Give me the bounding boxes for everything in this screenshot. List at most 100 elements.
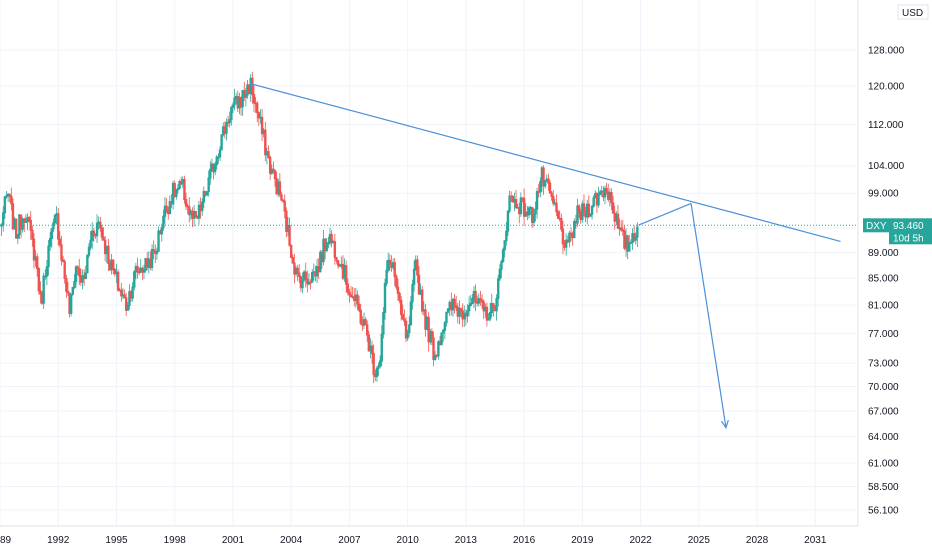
candle-body-152 bbox=[244, 94, 248, 98]
candle-body-48 bbox=[76, 266, 79, 270]
symbol-badge-bg bbox=[863, 218, 889, 233]
candle-body-370 bbox=[597, 193, 600, 206]
candle-body-6 bbox=[8, 193, 11, 197]
candle-body-205 bbox=[330, 233, 333, 244]
candle-body-180 bbox=[289, 244, 293, 259]
candle-body-303 bbox=[488, 312, 492, 320]
y-tick-label-14: 61.000 bbox=[868, 459, 899, 470]
candle-body-63 bbox=[100, 227, 104, 238]
candle-body-289 bbox=[466, 310, 469, 317]
candle-body-136 bbox=[218, 149, 222, 158]
candle-body-97 bbox=[155, 250, 159, 255]
candle-body-128 bbox=[205, 191, 209, 196]
candle-body-297 bbox=[479, 298, 482, 301]
candle-body-379 bbox=[611, 202, 615, 214]
candle-body-332 bbox=[535, 191, 539, 210]
x-tick-label-8: 2013 bbox=[455, 535, 478, 546]
y-tick-label-4: 99.000 bbox=[868, 189, 899, 200]
candle-body-281 bbox=[453, 298, 456, 307]
projection-rise-line[interactable] bbox=[638, 202, 692, 226]
y-tick-label-13: 64.000 bbox=[868, 432, 899, 443]
candle-body-238 bbox=[383, 282, 387, 313]
candle-body-337 bbox=[543, 180, 547, 187]
candle-body-30 bbox=[47, 245, 50, 268]
candle-body-384 bbox=[619, 227, 623, 231]
y-tick-label-8: 81.000 bbox=[868, 301, 899, 312]
y-tick-label-16: 56.100 bbox=[868, 505, 899, 516]
candle-body-330 bbox=[532, 213, 536, 223]
candle-body-23 bbox=[36, 256, 39, 270]
candle-body-143 bbox=[230, 106, 233, 121]
candle-body-358 bbox=[577, 205, 581, 213]
candle-body-344 bbox=[555, 202, 558, 213]
candle-body-251 bbox=[404, 320, 408, 339]
candle-body-304 bbox=[490, 303, 493, 314]
candle-body-385 bbox=[621, 229, 624, 232]
candle-body-134 bbox=[215, 156, 218, 166]
candle-body-18 bbox=[27, 217, 31, 221]
candle-body-60 bbox=[95, 222, 99, 237]
candle-body-37 bbox=[58, 238, 62, 246]
candle-body-291 bbox=[469, 302, 472, 306]
candle-body-331 bbox=[534, 208, 537, 215]
y-tick-label-11: 70.000 bbox=[868, 382, 899, 393]
x-tick-label-14: 2031 bbox=[804, 535, 827, 546]
candle-body-109 bbox=[175, 189, 178, 197]
candle-body-348 bbox=[561, 228, 565, 245]
candle-body-11 bbox=[16, 234, 19, 239]
candle-body-361 bbox=[582, 203, 586, 212]
candle-body-209 bbox=[336, 260, 340, 266]
x-tick-label-9: 2016 bbox=[513, 535, 536, 546]
candle-body-247 bbox=[398, 292, 401, 301]
candle-body-357 bbox=[576, 205, 579, 224]
candle-body-309 bbox=[498, 268, 502, 280]
drawings-layer[interactable] bbox=[250, 83, 841, 430]
candle-body-268 bbox=[432, 337, 435, 361]
candle-body-31 bbox=[48, 238, 52, 247]
candle-body-78 bbox=[124, 297, 128, 311]
candle-body-226 bbox=[364, 319, 367, 326]
candle-body-371 bbox=[598, 191, 602, 195]
candle-body-366 bbox=[590, 205, 594, 215]
candle-body-241 bbox=[388, 259, 392, 265]
candle-body-130 bbox=[209, 168, 212, 179]
candle-body-179 bbox=[288, 224, 291, 246]
candle-body-101 bbox=[162, 215, 165, 229]
bar-countdown: 10d 5h bbox=[893, 233, 924, 244]
candle-body-339 bbox=[547, 178, 550, 184]
candle-body-174 bbox=[280, 194, 283, 201]
projection-down-arrow[interactable] bbox=[690, 203, 727, 428]
candle-body-32 bbox=[50, 228, 53, 240]
candle-body-36 bbox=[57, 213, 60, 240]
candle-body-255 bbox=[411, 284, 414, 303]
resistance-trendline[interactable] bbox=[250, 83, 841, 242]
candle-body-378 bbox=[610, 192, 613, 204]
candle-body-355 bbox=[573, 220, 576, 239]
candle-body-258 bbox=[416, 259, 419, 276]
candle-body-190 bbox=[306, 278, 309, 285]
currency-label[interactable]: USD bbox=[897, 4, 929, 20]
candle-body-350 bbox=[564, 239, 568, 248]
x-tick-label-2: 1995 bbox=[105, 535, 128, 546]
candle-body-73 bbox=[116, 271, 120, 291]
candle-body-324 bbox=[522, 197, 526, 217]
time-axis[interactable]: 1989 1992 1995 1998 2001 2004 2007 2010 2013 2016… bbox=[0, 535, 827, 546]
candle-body-100 bbox=[160, 227, 163, 235]
candle-body-282 bbox=[454, 305, 458, 309]
candle-body-129 bbox=[207, 177, 210, 193]
x-tick-label-0: 1989 bbox=[0, 535, 12, 546]
candle-body-240 bbox=[387, 259, 390, 271]
candle-body-140 bbox=[225, 121, 228, 134]
candle-body-45 bbox=[71, 286, 74, 295]
candle-body-256 bbox=[412, 268, 416, 286]
candle-body-123 bbox=[197, 204, 201, 219]
price-axis[interactable]: 128.000120.000112.000104.00099.00093.000… bbox=[868, 45, 905, 516]
candle-body-185 bbox=[298, 272, 301, 278]
candle-body-67 bbox=[107, 245, 110, 264]
candle-body-85 bbox=[136, 265, 139, 273]
x-tick-label-7: 2010 bbox=[397, 535, 420, 546]
candle-body-126 bbox=[202, 190, 206, 203]
x-tick-label-6: 2007 bbox=[338, 535, 361, 546]
candle-body-352 bbox=[568, 232, 571, 243]
